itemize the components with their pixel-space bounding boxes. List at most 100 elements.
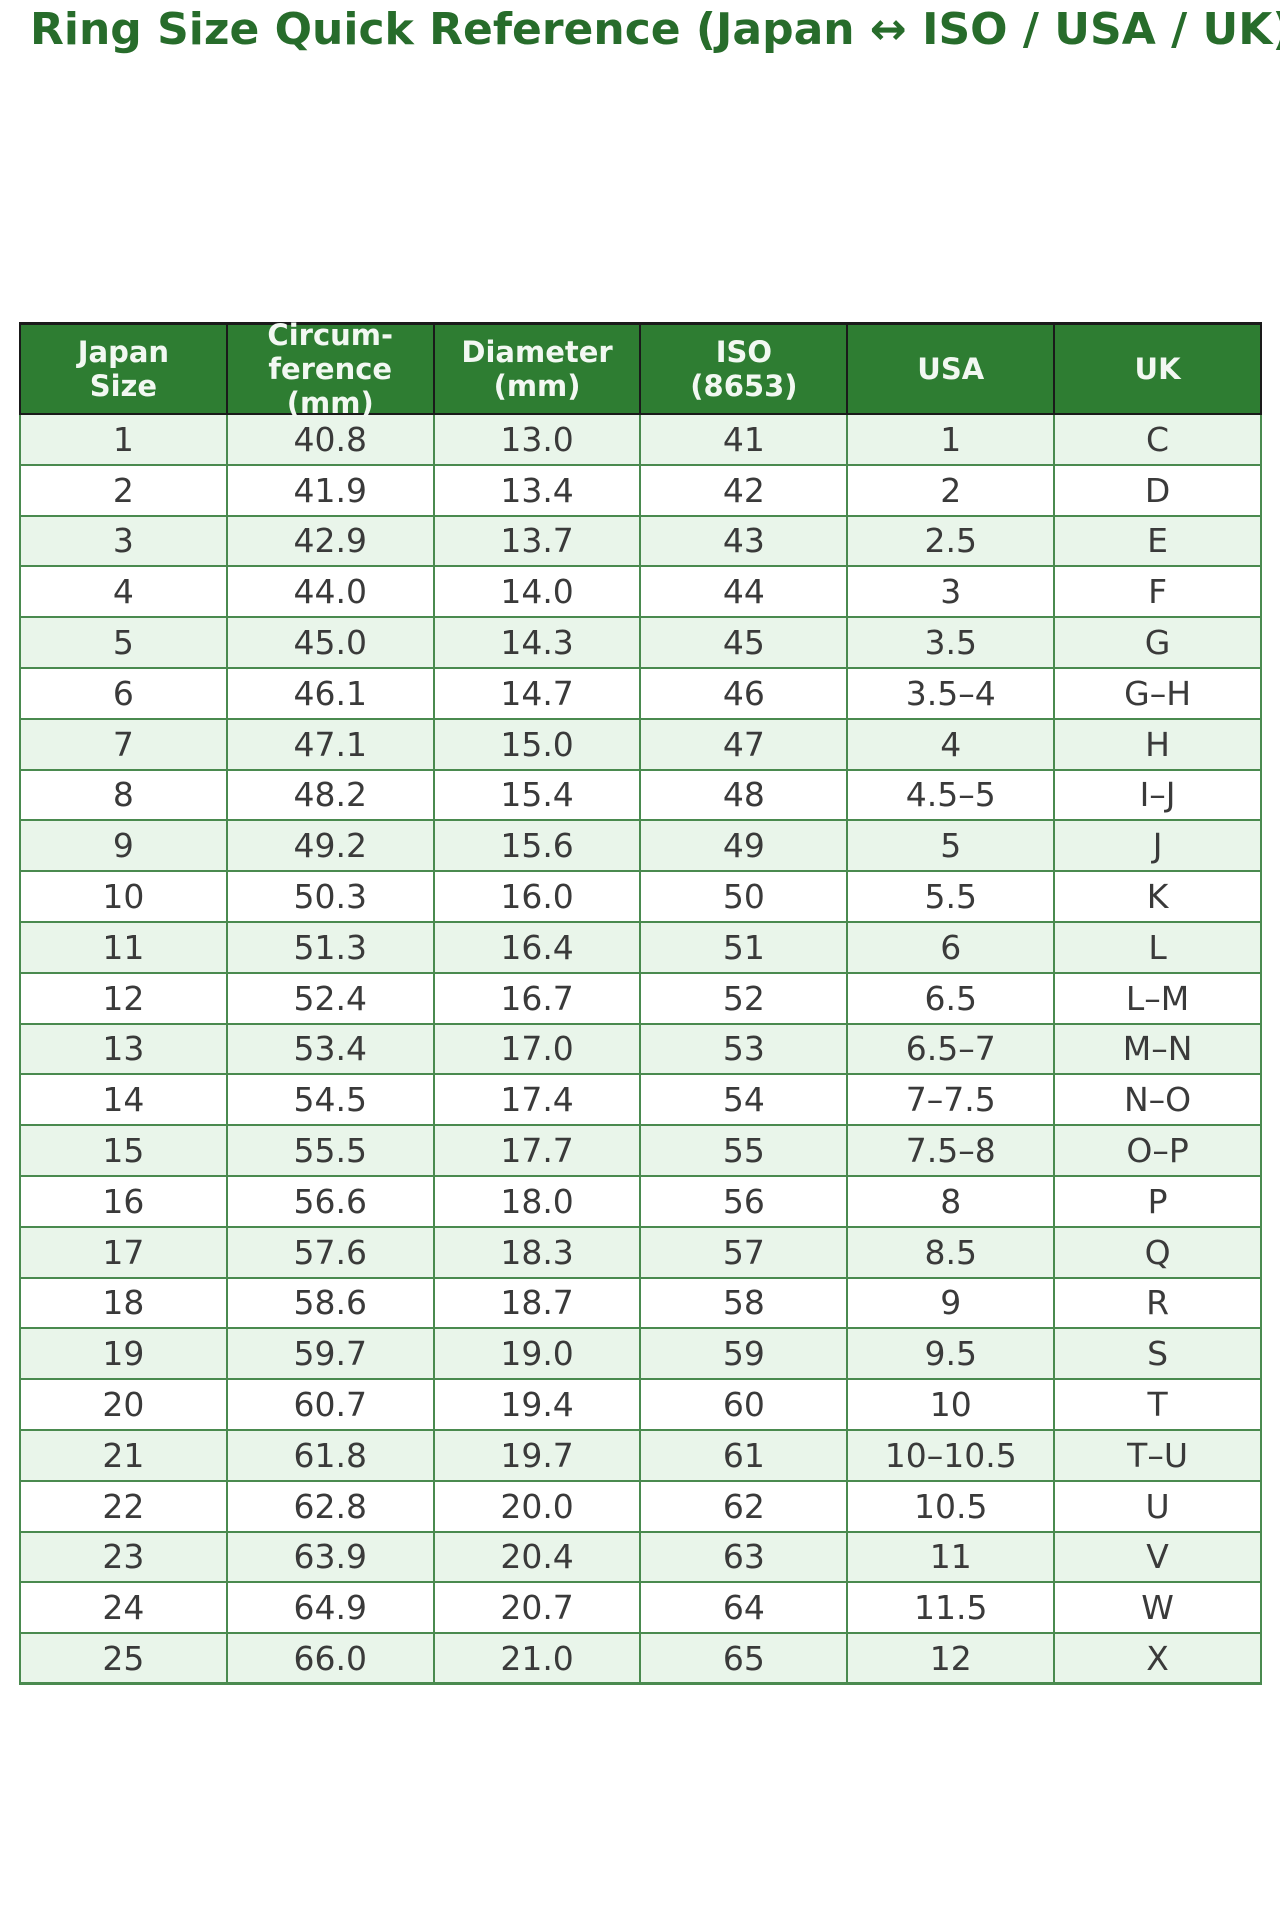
- table-cell: 11: [19, 920, 228, 974]
- table-cell: H: [1053, 717, 1262, 771]
- page-title: Ring Size Quick Reference (Japan ↔ ISO /…: [30, 4, 1280, 55]
- table-cell: 57: [639, 1225, 849, 1279]
- table-cell: 7.5–8: [846, 1124, 1056, 1177]
- col-header-label: USA: [917, 352, 985, 386]
- table-cell: 10.5: [846, 1479, 1056, 1533]
- table-cell: 54: [639, 1073, 849, 1127]
- table-cell: 15.4: [432, 768, 642, 822]
- table-cell: 66.0: [225, 1632, 435, 1686]
- table-cell: L–M: [1053, 971, 1262, 1025]
- col-header-iso: ISO (8653): [639, 322, 849, 415]
- table-cell: 3.5: [846, 616, 1056, 669]
- table-cell: 59: [639, 1327, 849, 1381]
- table-cell: Q: [1053, 1225, 1262, 1279]
- table-cell: 56.6: [225, 1174, 435, 1228]
- col-header-label: UK: [1134, 352, 1181, 386]
- table-row: 8 48.2 15.4 48 4.5–5 I–J: [19, 768, 1262, 822]
- table-cell: 58.6: [225, 1276, 435, 1330]
- table-cell: 55.5: [225, 1124, 435, 1177]
- table-cell: 53: [639, 1022, 849, 1076]
- col-header-usa: USA: [846, 322, 1056, 415]
- col-header-uk: UK: [1053, 322, 1262, 415]
- table-cell: 10–10.5: [846, 1428, 1056, 1482]
- table-cell: 16.0: [432, 870, 642, 923]
- table-cell: C: [1053, 413, 1262, 466]
- table-cell: 20.0: [432, 1479, 642, 1533]
- table-cell: 46: [639, 666, 849, 720]
- table-cell: W: [1053, 1581, 1262, 1635]
- table-cell: 6.5: [846, 971, 1056, 1025]
- table-row: 3 42.9 13.7 43 2.5 E: [19, 514, 1262, 568]
- table-cell: 20.7: [432, 1581, 642, 1635]
- table-cell: 5: [846, 819, 1056, 873]
- table-cell: 10: [846, 1378, 1056, 1431]
- table-cell: M–N: [1053, 1022, 1262, 1076]
- col-header-label: Japan Size: [77, 335, 170, 403]
- table-cell: 10: [19, 870, 228, 923]
- table-cell: 17: [19, 1225, 228, 1279]
- table-cell: 13.0: [432, 413, 642, 466]
- table-cell: 16.7: [432, 971, 642, 1025]
- col-header-label: ISO (8653): [690, 335, 798, 403]
- table-cell: 49.2: [225, 819, 435, 873]
- table-cell: 51: [639, 920, 849, 974]
- table-cell: P: [1053, 1174, 1262, 1228]
- table-cell: 4: [846, 717, 1056, 771]
- table-cell: 48: [639, 768, 849, 822]
- ring-size-table: Japan Size Circum- ference (mm) Diameter…: [19, 318, 1262, 1686]
- table-cell: 20.4: [432, 1530, 642, 1584]
- table-cell: 50.3: [225, 870, 435, 923]
- table-cell: G–H: [1053, 666, 1262, 720]
- col-header-circumference: Circum- ference (mm): [225, 318, 435, 420]
- table-cell: 7–7.5: [846, 1073, 1056, 1127]
- table-cell: T–U: [1053, 1428, 1262, 1482]
- table-cell: 41.9: [225, 463, 435, 517]
- table-cell: 14.7: [432, 666, 642, 720]
- col-header-label: Diameter (mm): [461, 335, 613, 403]
- table-cell: X: [1053, 1632, 1262, 1686]
- table-cell: 11: [846, 1530, 1056, 1584]
- table-cell: 56: [639, 1174, 849, 1228]
- table-cell: 12: [19, 971, 228, 1025]
- table-row: 21 61.8 19.7 61 10–10.5 T–U: [19, 1428, 1262, 1482]
- table-cell: 51.3: [225, 920, 435, 974]
- table-cell: 11.5: [846, 1581, 1056, 1635]
- table-cell: 57.6: [225, 1225, 435, 1279]
- table-cell: L: [1053, 920, 1262, 974]
- table-cell: 14.3: [432, 616, 642, 669]
- table-cell: 50: [639, 870, 849, 923]
- table-cell: 4: [19, 565, 228, 619]
- table-cell: 44.0: [225, 565, 435, 619]
- table-cell: 53.4: [225, 1022, 435, 1076]
- table-cell: V: [1053, 1530, 1262, 1584]
- table-cell: 16: [19, 1174, 228, 1228]
- table-row: 23 63.9 20.4 63 11 V: [19, 1530, 1262, 1584]
- table-cell: 42.9: [225, 514, 435, 568]
- table-cell: 9: [846, 1276, 1056, 1330]
- table-cell: 14.0: [432, 565, 642, 619]
- table-cell: T: [1053, 1378, 1262, 1431]
- table-cell: 17.0: [432, 1022, 642, 1076]
- table-cell: 15.0: [432, 717, 642, 771]
- table-row: 25 66.0 21.0 65 12 X: [19, 1632, 1262, 1686]
- table-cell: 5.5: [846, 870, 1056, 923]
- table-cell: 1: [19, 413, 228, 466]
- table-cell: 18.7: [432, 1276, 642, 1330]
- table-cell: 46.1: [225, 666, 435, 720]
- table-row: 18 58.6 18.7 58 9 R: [19, 1276, 1262, 1330]
- table-cell: 52.4: [225, 971, 435, 1025]
- table-cell: 63: [639, 1530, 849, 1584]
- table-cell: I–J: [1053, 768, 1262, 822]
- ring-table-body: 1 40.8 13.0 41 1 C 2 41.9 13.4 42 2 D 3 42.9 13.7 43 2.5…: [19, 413, 1262, 1686]
- table-cell: 65: [639, 1632, 849, 1686]
- table-row: 22 62.8 20.0 62 10.5 U: [19, 1479, 1262, 1533]
- table-row: 24 64.9 20.7 64 11.5 W: [19, 1581, 1262, 1635]
- table-cell: 45: [639, 616, 849, 669]
- table-cell: 43: [639, 514, 849, 568]
- table-cell: 3: [846, 565, 1056, 619]
- table-cell: 12: [846, 1632, 1056, 1686]
- table-cell: 13.4: [432, 463, 642, 517]
- table-cell: 8: [846, 1174, 1056, 1228]
- table-cell: 13.7: [432, 514, 642, 568]
- table-cell: 25: [19, 1632, 228, 1686]
